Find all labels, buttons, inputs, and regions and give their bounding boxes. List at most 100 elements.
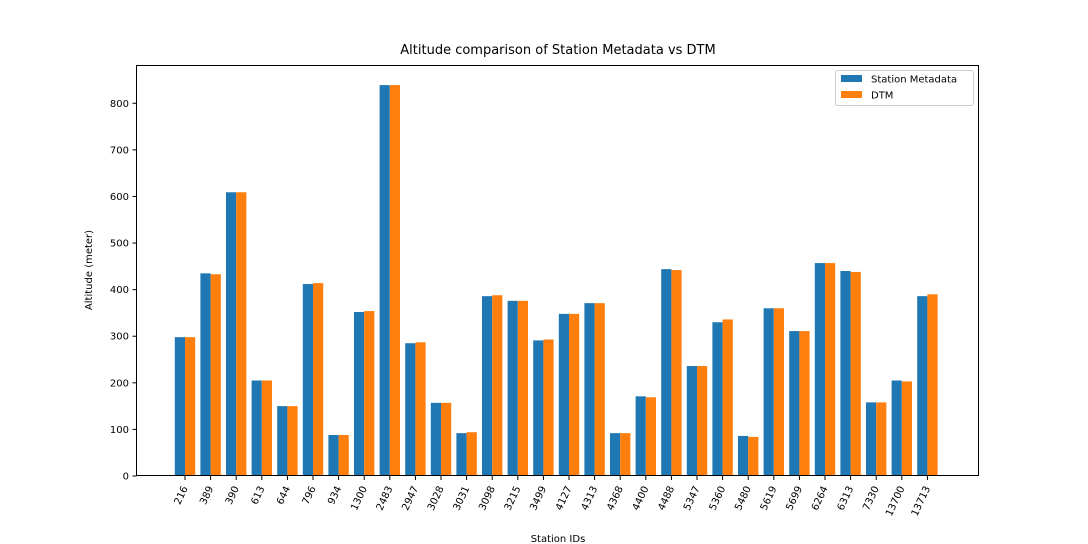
x-tick-label: 3098 (477, 485, 498, 513)
x-tick-label: 5619 (759, 485, 780, 513)
y-tick-label: 500 (110, 239, 129, 250)
x-tick-label: 3031 (452, 485, 473, 513)
x-tick-label: 5360 (708, 485, 729, 513)
x-tick-label: 13713 (910, 485, 933, 518)
chart-title: Altitude comparison of Station Metadata … (400, 43, 715, 58)
bar-dtm-2947 (415, 342, 426, 476)
bar-dtm-390 (236, 192, 247, 476)
y-axis: 0 100 200 300 400 500 600 700 800 (110, 99, 137, 483)
x-tick-label: 4488 (656, 485, 677, 513)
bar-station-metadata-7330 (866, 402, 877, 476)
bar-dtm-216 (185, 337, 196, 476)
bar-dtm-13713 (927, 294, 938, 476)
legend: Station Metadata DTM (835, 70, 974, 106)
bar-station-metadata-2947 (405, 343, 416, 476)
x-tick-label: 216 (173, 485, 191, 507)
bar-station-metadata-13713 (917, 296, 928, 476)
y-axis-label: Altitude (meter) (84, 230, 95, 310)
x-tick-label: 4400 (631, 485, 652, 513)
bar-dtm-6264 (825, 263, 836, 476)
x-tick-label: 934 (326, 485, 344, 507)
bar-station-metadata-644 (277, 406, 288, 476)
y-tick-label: 200 (110, 378, 129, 389)
legend-box (835, 70, 974, 106)
bar-dtm-4313 (594, 303, 605, 476)
y-tick-label: 600 (110, 192, 129, 203)
x-tick-label: 390 (224, 485, 242, 507)
bar-dtm-3031 (466, 432, 477, 476)
x-tick-label: 2947 (400, 485, 421, 513)
bar-station-metadata-5347 (686, 366, 697, 476)
bar-station-metadata-390 (226, 192, 237, 476)
legend-swatch (841, 91, 862, 98)
bar-dtm-6313 (850, 271, 861, 476)
bar-station-metadata-3098 (482, 296, 493, 476)
bar-dtm-3098 (492, 295, 503, 476)
bar-dtm-796 (313, 283, 324, 476)
bar-station-metadata-796 (302, 284, 313, 476)
bar-dtm-13700 (901, 381, 912, 476)
y-tick-label: 400 (110, 285, 129, 296)
bar-station-metadata-4313 (584, 303, 595, 476)
bar-dtm-3215 (517, 300, 528, 476)
bar-dtm-4488 (671, 270, 682, 476)
y-tick-label: 100 (110, 425, 129, 436)
x-tick-label: 644 (275, 485, 293, 507)
legend-label: DTM (871, 91, 893, 102)
bar-station-metadata-3499 (533, 340, 544, 476)
bar-dtm-2483 (389, 85, 400, 476)
y-tick-label: 0 (123, 472, 129, 483)
legend-label: Station Metadata (871, 75, 957, 86)
bar-station-metadata-5619 (763, 308, 774, 476)
x-tick-label: 1300 (349, 485, 370, 513)
bar-station-metadata-4400 (635, 396, 646, 476)
bar-station-metadata-2483 (379, 85, 390, 476)
y-tick-label: 300 (110, 332, 129, 343)
bar-station-metadata-4368 (610, 433, 621, 476)
x-tick-label: 2483 (375, 485, 396, 513)
bar-station-metadata-5480 (738, 435, 749, 476)
bar-dtm-613 (261, 380, 272, 476)
x-tick-label: 389 (198, 485, 216, 507)
legend-swatch (841, 75, 862, 82)
bar-dtm-5699 (799, 331, 810, 476)
bar-station-metadata-3215 (507, 300, 518, 476)
x-axis: 216 389 390 613 644 796 934 1300 2483 2947 3028 303… (173, 476, 933, 518)
bar-station-metadata-6264 (814, 263, 825, 476)
x-tick-label: 3215 (503, 485, 524, 513)
bar-dtm-644 (287, 406, 298, 476)
x-tick-label: 5699 (784, 485, 805, 513)
x-tick-label: 4127 (554, 485, 575, 513)
bars-group (174, 85, 938, 476)
bar-dtm-5360 (722, 319, 733, 476)
bar-dtm-934 (338, 435, 349, 476)
y-tick-label: 700 (110, 145, 129, 156)
bar-station-metadata-5360 (712, 322, 723, 476)
bar-station-metadata-3031 (456, 433, 467, 476)
bar-station-metadata-3028 (430, 402, 441, 476)
bar-dtm-3028 (441, 402, 452, 476)
bar-station-metadata-6313 (840, 271, 851, 476)
x-tick-label: 3499 (528, 485, 549, 513)
x-tick-label: 796 (301, 485, 319, 507)
bar-station-metadata-216 (174, 337, 185, 476)
bar-dtm-4127 (569, 313, 580, 476)
plot-frame (136, 65, 979, 476)
bar-station-metadata-5699 (789, 331, 800, 476)
bar-dtm-5347 (697, 366, 708, 476)
bar-station-metadata-389 (200, 273, 211, 476)
x-tick-label: 3028 (426, 485, 447, 513)
y-tick-label: 800 (110, 99, 129, 110)
bar-dtm-389 (210, 274, 221, 476)
bar-dtm-1300 (364, 311, 375, 476)
x-tick-label: 5480 (733, 485, 754, 513)
bar-station-metadata-4488 (661, 269, 672, 476)
bar-dtm-7330 (876, 402, 887, 476)
bar-dtm-5480 (748, 436, 759, 476)
x-tick-label: 6313 (836, 485, 857, 513)
x-tick-label: 4368 (605, 485, 626, 513)
x-tick-label: 6264 (810, 485, 831, 513)
x-tick-label: 13700 (884, 485, 907, 518)
bar-station-metadata-1300 (354, 312, 365, 476)
